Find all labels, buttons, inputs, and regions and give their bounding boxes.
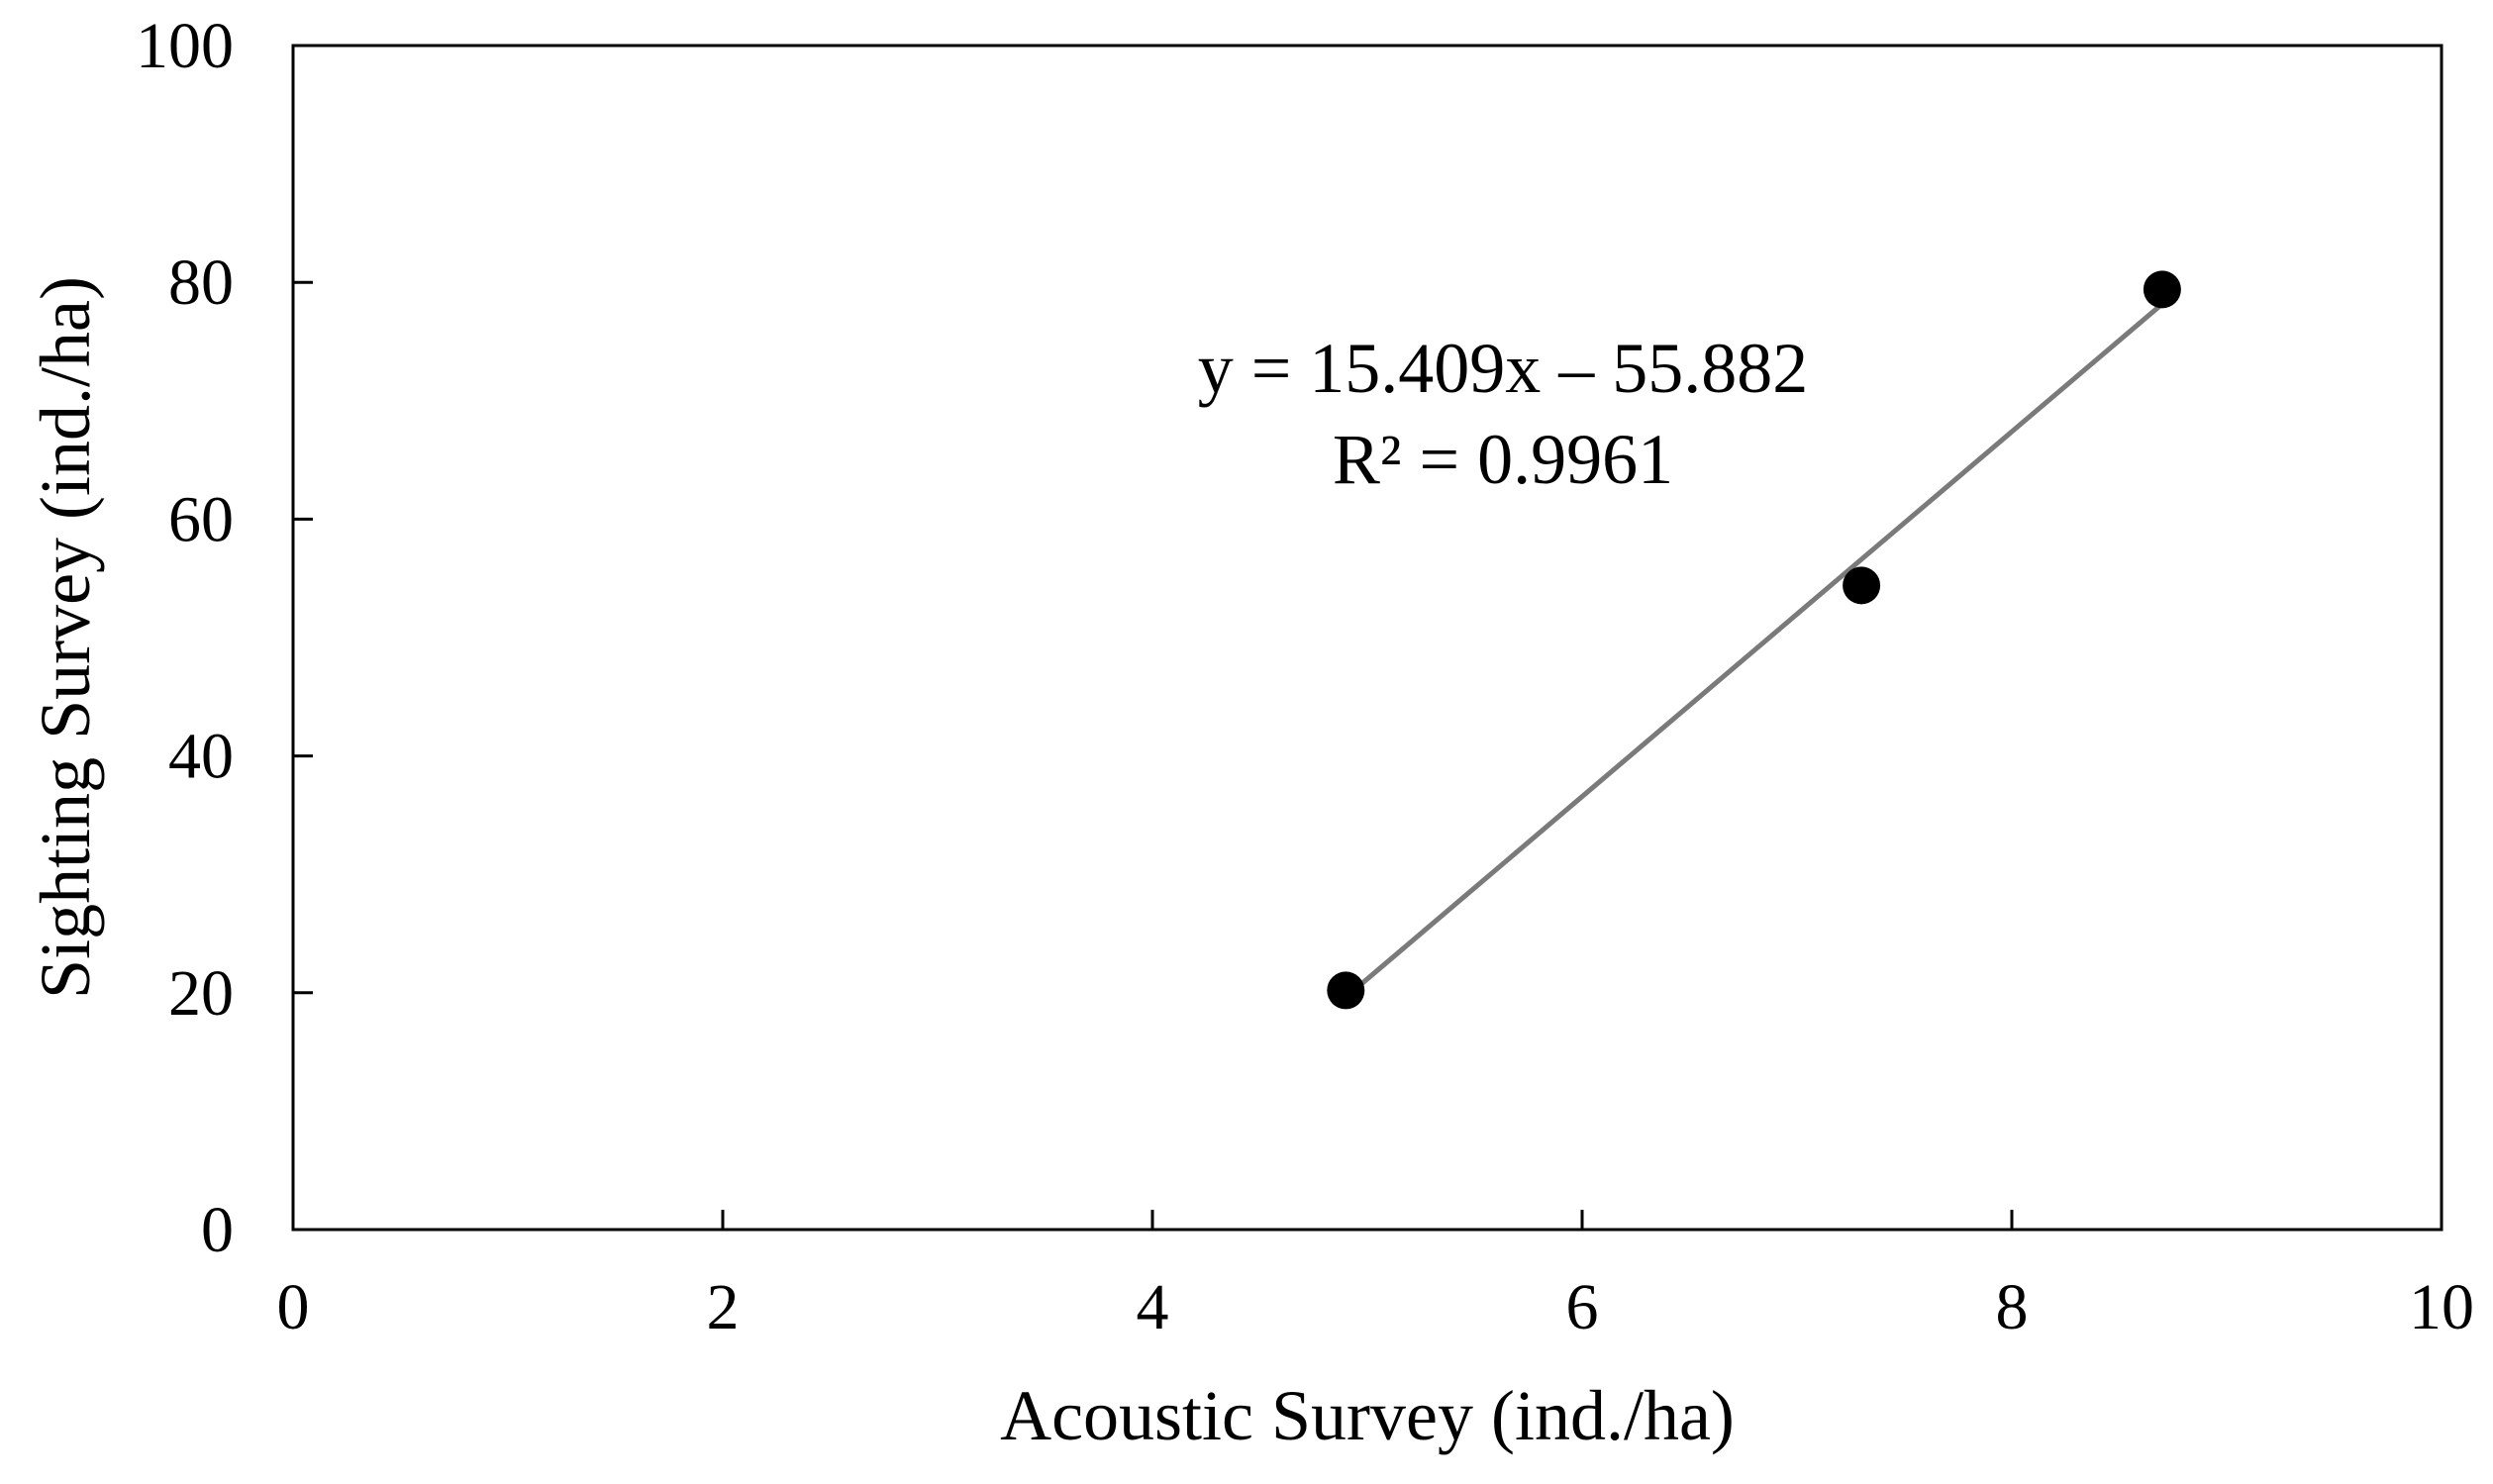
x-tick-label: 4 — [1137, 1271, 1169, 1343]
data-point — [1327, 971, 1365, 1010]
x-axis-title: Acoustic Survey (ind./ha) — [1000, 1376, 1735, 1455]
data-point — [1843, 566, 1881, 605]
x-tick-label: 2 — [707, 1271, 740, 1343]
trendline-equation: y = 15.409x – 55.882 — [1198, 329, 1809, 408]
x-tick-label: 8 — [1996, 1271, 2029, 1343]
y-axis-ticks: 0 20 40 60 80 100 — [136, 10, 313, 1266]
data-point — [2143, 270, 2181, 309]
trendline-layer — [1344, 302, 2164, 1000]
trendline — [1344, 302, 2164, 1000]
y-tick-label: 40 — [168, 721, 234, 793]
x-tick-label: 6 — [1566, 1271, 1599, 1343]
y-tick-label: 0 — [201, 1194, 234, 1266]
plot-frame — [291, 44, 2443, 1232]
y-tick-label: 20 — [168, 957, 234, 1030]
x-tick-label: 0 — [277, 1271, 310, 1343]
x-axis-ticks: 0 2 4 6 8 10 — [277, 1210, 2474, 1343]
x-tick-label: 10 — [2409, 1271, 2474, 1343]
r-squared-label: R² = 0.9961 — [1333, 420, 1673, 499]
y-tick-label: 100 — [136, 10, 234, 82]
y-tick-label: 80 — [168, 247, 234, 319]
y-tick-label: 60 — [168, 483, 234, 555]
y-axis-title: Sighting Survey (ind./ha) — [26, 276, 105, 999]
data-points-layer — [1327, 270, 2181, 1010]
